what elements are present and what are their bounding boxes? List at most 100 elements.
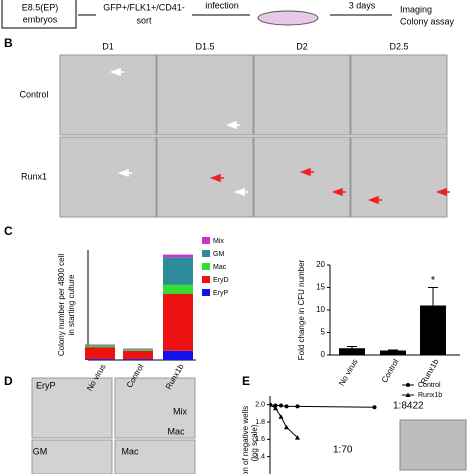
y-tick-label: 0: [321, 350, 326, 359]
flow-text: sort: [136, 15, 152, 25]
image-label: GM: [33, 446, 48, 456]
legend-swatch: [202, 276, 210, 283]
marker: [284, 404, 289, 409]
image-label: EryP: [36, 380, 56, 390]
y-tick-label: 5: [321, 328, 326, 337]
legend-label: EryD: [213, 277, 229, 284]
column-header: D2.5: [389, 41, 408, 51]
legend-marker: [406, 383, 410, 387]
bar-segment: [163, 294, 193, 351]
arrow: [109, 67, 124, 77]
bar-segment: [163, 254, 193, 258]
legend-label: EryP: [213, 290, 229, 297]
marker: [372, 405, 377, 410]
y-tick-label: 1.8: [255, 419, 265, 426]
arrow: [435, 187, 450, 197]
row-label: Control: [19, 89, 48, 99]
legend-swatch: [202, 263, 210, 270]
bar-segment: [85, 345, 115, 348]
bar-segment: [163, 257, 193, 285]
legend-swatch: [202, 237, 210, 244]
dish: [257, 10, 319, 26]
bar-segment: [123, 350, 153, 360]
bar: [339, 348, 365, 355]
arrow: [233, 187, 248, 197]
y-axis-label: tion of negative wells: [241, 406, 250, 474]
bar-segment: [163, 350, 193, 360]
arrow: [299, 167, 314, 177]
flow-text: E8.5(EP): [22, 2, 59, 12]
marker: [279, 403, 283, 408]
error-bar: [388, 349, 398, 351]
column-header: D2: [296, 41, 308, 51]
legend-swatch: [202, 250, 210, 257]
plot-area: [270, 402, 377, 440]
marker: [270, 402, 273, 407]
error-bar: [428, 287, 438, 324]
micrograph: [59, 54, 157, 136]
row-label: Runx1: [21, 171, 47, 181]
column-header: D1.5: [195, 41, 214, 51]
panel-label: D: [4, 374, 13, 388]
y-tick-label: 1.6: [255, 436, 265, 443]
arrow: [367, 195, 382, 205]
arrow: [225, 120, 240, 130]
marker: [273, 405, 278, 411]
image-label: Mix: [173, 406, 187, 416]
error-bar: [347, 345, 357, 351]
arrow: [209, 173, 224, 183]
x-tick-label: Control: [380, 357, 401, 384]
marker: [295, 404, 300, 409]
micrograph: [399, 419, 467, 471]
panel-label: E: [242, 374, 250, 388]
flow-box: [1, 0, 77, 29]
marker: [284, 424, 289, 430]
micrograph: [31, 439, 113, 474]
column-header: D1: [102, 41, 114, 51]
flow-text: Colony assay: [400, 16, 455, 26]
y-tick-label: 20: [316, 260, 325, 269]
micrograph: [253, 136, 351, 218]
arrow: [117, 168, 132, 178]
y-tick-label: 10: [316, 305, 325, 314]
annotation: 1:8422: [393, 401, 424, 412]
flow-text: Imaging: [400, 4, 432, 14]
image-label: Mac: [121, 446, 139, 456]
panel-label: B: [4, 36, 13, 50]
micrograph: [350, 54, 448, 136]
legend-marker: [405, 392, 411, 397]
legend-label: Control: [418, 382, 441, 389]
marker: [273, 403, 278, 408]
micrograph: [156, 54, 254, 136]
bar-segment: [123, 348, 153, 350]
arrow: [331, 187, 346, 197]
bar-segment: [123, 349, 153, 351]
micrograph: [31, 377, 113, 439]
flow-text: 3 days: [349, 0, 376, 10]
y-tick-label: 1.4: [255, 454, 265, 461]
flow-text: embryos: [23, 14, 58, 24]
legend-label: GM: [213, 251, 224, 258]
image-label: Mac: [167, 426, 185, 436]
y-tick-label: 15: [316, 283, 325, 292]
y-axis-label: Colony number per 4800 cell: [57, 254, 66, 357]
legend-label: Mac: [213, 264, 227, 271]
y-axis-label: Fold change in CFU number: [297, 259, 306, 360]
y-tick-label: 2.0: [255, 402, 265, 409]
bar: [380, 350, 406, 355]
significance: *: [431, 274, 436, 286]
bar-segment: [85, 344, 115, 346]
bar-segment: [85, 359, 115, 360]
legend-label: Mix: [213, 238, 224, 245]
annotation: 1:70: [333, 445, 353, 456]
panel-label: C: [4, 224, 13, 238]
micrograph: [350, 136, 448, 218]
marker: [278, 414, 284, 419]
micrograph: [114, 439, 196, 474]
x-tick-label: No virus: [337, 358, 359, 388]
flow-text: GFP+/FLK1+/CD41-: [103, 2, 185, 12]
y-axis-label: (log scale): [250, 424, 259, 461]
micrograph: [156, 136, 254, 218]
legend-label: Runx1b: [418, 392, 442, 399]
